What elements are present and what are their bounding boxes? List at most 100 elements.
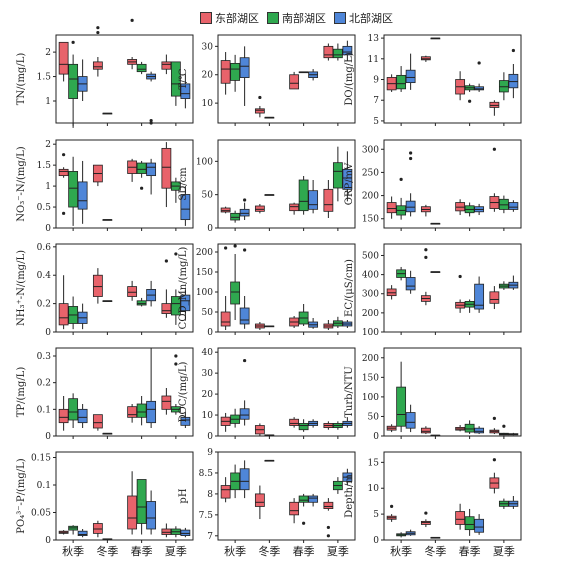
box-summer-north (180, 412, 191, 428)
box-spring-south (464, 420, 475, 435)
box-winter-east (254, 95, 265, 118)
outlier-point (424, 255, 428, 259)
outlier-point (399, 177, 403, 181)
panel-frame (217, 347, 356, 437)
box-body (92, 523, 103, 534)
box-summer-east (489, 100, 500, 116)
box-summer-east (323, 421, 334, 430)
outlier-point (243, 248, 247, 252)
box-body (332, 48, 343, 59)
box-autumn-east (58, 396, 69, 431)
box-autumn-south (396, 532, 407, 538)
y-tick-label: 200 (196, 248, 213, 258)
box-body (289, 501, 300, 516)
box-autumn-north (239, 46, 250, 106)
box-body (58, 168, 69, 177)
box-autumn-north (239, 460, 250, 499)
box-autumn-south (230, 244, 241, 320)
box-body (254, 108, 265, 114)
box-autumn-south (230, 408, 241, 428)
y-tick-label: 0 (207, 432, 213, 442)
panel-nh3: 0 0.2 0.4 0.6 NH₃⁺-N/(mg/L) (16, 243, 194, 338)
box-spring-south (298, 176, 309, 215)
box-spring-north (474, 426, 485, 435)
y-axis-label: Turb/NTU (344, 366, 355, 418)
y-tick-label: 20 (202, 390, 214, 400)
y-tick-label: 5 (373, 510, 379, 520)
box-winter-south (264, 325, 275, 328)
y-axis-label: Depth/m (344, 474, 355, 518)
box-spring-east (455, 425, 466, 432)
y-tick-label: 0 (373, 536, 379, 546)
y-axis-label: PO₄³⁻-P/(mg/L) (16, 458, 27, 533)
box-body (146, 501, 157, 530)
panel-frame (55, 451, 194, 541)
box-spring-north (308, 180, 319, 214)
y-axis-label: TP/(mg/L) (16, 367, 27, 418)
box-summer-south (332, 43, 343, 61)
box-spring-south (464, 202, 475, 217)
box-body (239, 57, 250, 78)
box-body (180, 294, 191, 312)
y-tick-label: 0 (45, 432, 51, 442)
box-autumn-north (405, 270, 416, 294)
box-winter-east (420, 426, 431, 435)
box-body (170, 296, 181, 316)
box-body (420, 56, 431, 61)
box-spring-east (289, 71, 300, 90)
box-autumn-east (220, 52, 231, 95)
box-winter-east (92, 520, 103, 538)
panel-orp: 150 200 250 300 ORP/mV (344, 139, 522, 231)
y-tick-label: 10 (368, 484, 380, 494)
box-body (342, 168, 353, 190)
box-winter-east (254, 204, 265, 214)
x-tick-label: 春季 (293, 545, 315, 558)
y-tick-label: 0.4 (37, 271, 52, 281)
y-tick-label: 30 (202, 42, 214, 52)
y-tick-label: 8.5 (199, 469, 214, 479)
box-body (161, 61, 172, 70)
x-tick-label: 冬季 (258, 544, 280, 558)
box-autumn-north (77, 529, 88, 538)
box-autumn-east (58, 153, 69, 215)
box-autumn-south (68, 296, 79, 330)
box-body (180, 529, 191, 536)
x-tick-label: 夏季 (165, 545, 187, 558)
box-spring-south (136, 396, 147, 426)
box-winter-east (420, 204, 431, 217)
box-spring-east (127, 404, 138, 423)
outlier-point (149, 121, 153, 125)
panel-frame (217, 451, 356, 541)
box-summer-south (170, 61, 181, 106)
y-tick-label: 10 (202, 411, 214, 421)
y-tick-label: 0.5 (37, 203, 52, 213)
box-spring-east (455, 71, 466, 101)
box-autumn-south (396, 266, 407, 281)
box-body (332, 162, 343, 189)
box-spring-south (464, 83, 475, 103)
box-body (464, 423, 475, 433)
box-autumn-north (77, 59, 88, 101)
box-body (298, 423, 309, 431)
box-autumn-east (220, 412, 231, 432)
box-summer-east (323, 498, 334, 538)
box-summer-south (170, 354, 181, 415)
box-body (386, 202, 397, 214)
box-body (146, 162, 157, 177)
box-spring-south (298, 71, 309, 74)
box-autumn-east (386, 504, 397, 522)
box-body (254, 493, 265, 507)
box-summer-east (489, 458, 500, 494)
box-summer-south (498, 195, 509, 214)
box-body (239, 208, 250, 217)
box-body (498, 80, 509, 93)
box-body (230, 212, 241, 221)
box-body (77, 530, 88, 537)
legend-label-north: 北部湖区 (349, 12, 393, 25)
box-spring-south (464, 299, 475, 313)
box-body (455, 511, 466, 525)
y-tick-label: 9 (207, 448, 213, 458)
y-tick-label: 0 (373, 432, 379, 442)
box-summer-east (161, 54, 172, 75)
box-body (420, 427, 431, 434)
